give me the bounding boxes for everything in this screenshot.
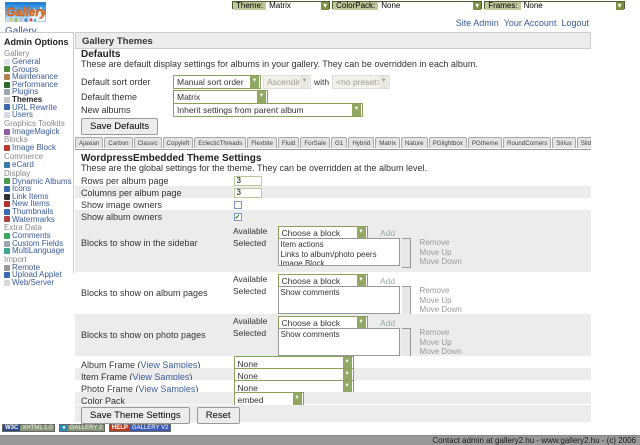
svg-text:Gallery: Gallery bbox=[6, 5, 46, 19]
